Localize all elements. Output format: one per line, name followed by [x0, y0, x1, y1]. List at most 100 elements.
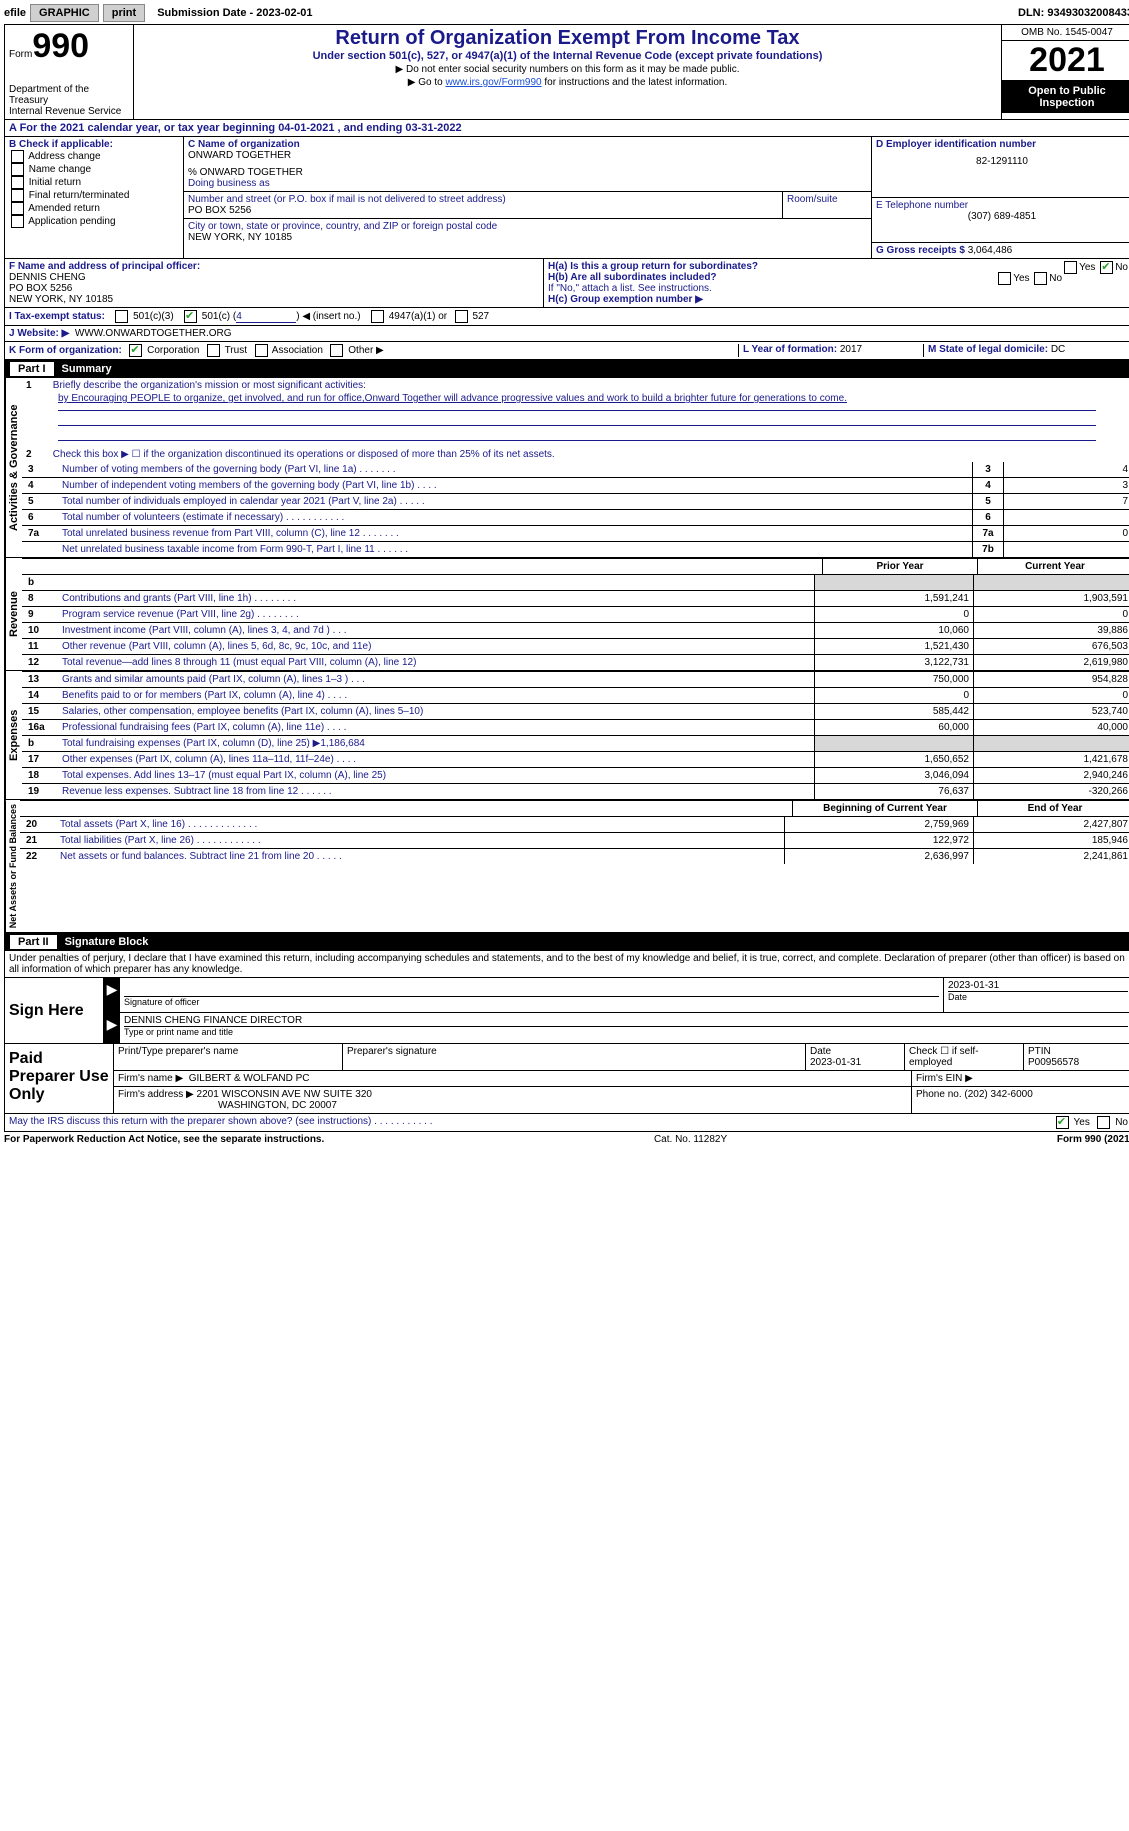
discuss-yes: Yes [1074, 1117, 1090, 1128]
firm-ein-label: Firm's EIN ▶ [912, 1071, 1129, 1086]
summary-line: 5Total number of individuals employed in… [22, 493, 1129, 509]
ha-no-chk[interactable] [1100, 261, 1113, 274]
room-label: Room/suite [787, 194, 838, 205]
chk-other[interactable] [330, 344, 343, 357]
city-value: NEW YORK, NY 10185 [188, 232, 867, 243]
city-label: City or town, state or province, country… [188, 221, 867, 232]
graphic-button[interactable]: GRAPHIC [30, 4, 99, 22]
firm-addr2: WASHINGTON, DC 20007 [218, 1100, 337, 1111]
revenue-lines: b8Contributions and grants (Part VIII, l… [22, 574, 1129, 670]
dln-label: DLN: 93493032008433 [1018, 7, 1129, 19]
current-year-hdr: Current Year [977, 559, 1129, 574]
chk-trust[interactable] [207, 344, 220, 357]
footer-mid: Cat. No. 11282Y [324, 1134, 1057, 1145]
sign-fields: ▶ Signature of officer 2023-01-31 Date ▶… [104, 978, 1129, 1043]
chk-initial-return[interactable]: Initial return [9, 176, 179, 189]
prep-date-label: Date [810, 1046, 831, 1057]
org-name: ONWARD TOGETHER [188, 150, 867, 161]
prep-line2: Firm's name ▶ GILBERT & WOLFAND PC Firm'… [114, 1071, 1129, 1087]
form990-link[interactable]: www.irs.gov/Form990 [445, 77, 541, 88]
mission-text: by Encouraging PEOPLE to organize, get i… [22, 393, 1129, 406]
discuss-yes-chk[interactable] [1056, 1116, 1069, 1129]
firm-phone-label: Phone no. [916, 1089, 962, 1100]
chk-4947[interactable] [371, 310, 384, 323]
form-num: 990 [32, 27, 89, 65]
firm-addr-label: Firm's address ▶ [118, 1089, 194, 1100]
room-suite-label: Room/suite [783, 192, 871, 218]
chk-501c[interactable] [184, 310, 197, 323]
year-value: 2017 [840, 344, 862, 355]
officer-name: DENNIS CHENG [9, 272, 539, 283]
expenses-section: Expenses 13Grants and similar amounts pa… [4, 671, 1129, 800]
header-middle: Return of Organization Exempt From Incom… [134, 25, 1001, 119]
data-line: 12Total revenue—add lines 8 through 11 (… [22, 654, 1129, 670]
chk-501c3[interactable] [115, 310, 128, 323]
chk-amended-return[interactable]: Amended return [9, 202, 179, 215]
principal-officer: F Name and address of principal officer:… [5, 259, 544, 307]
top-bar: efile GRAPHIC print Submission Date - 20… [4, 4, 1129, 22]
prep-date-value: 2023-01-31 [810, 1057, 861, 1068]
chk-corp[interactable] [129, 344, 142, 357]
state-label: M State of legal domicile: [928, 344, 1048, 355]
col-c-org-info: C Name of organization ONWARD TOGETHER %… [184, 137, 872, 258]
hc-label: H(c) Group exemption number ▶ [548, 294, 1128, 305]
open-inspection: Open to Public Inspection [1002, 81, 1129, 113]
ha-yes-chk[interactable] [1064, 261, 1077, 274]
net-lines: 20Total assets (Part X, line 16) . . . .… [20, 816, 1129, 864]
preparer-label: Paid Preparer Use Only [5, 1044, 114, 1113]
hb-row: H(b) Are all subordinates included? Yes … [548, 272, 1128, 283]
part1-label: Part I [10, 362, 54, 376]
hb-no-chk[interactable] [1034, 272, 1047, 285]
tab-expenses: Expenses [5, 671, 22, 799]
firm-name-label: Firm's name ▶ [118, 1073, 183, 1084]
year-formation: L Year of formation: 2017 [738, 344, 923, 357]
data-line: 13Grants and similar amounts paid (Part … [22, 671, 1129, 687]
data-line: 21Total liabilities (Part X, line 26) . … [20, 832, 1129, 848]
discuss-no-chk[interactable] [1097, 1116, 1110, 1129]
data-line: 20Total assets (Part X, line 16) . . . .… [20, 816, 1129, 832]
form-word: Form [9, 49, 32, 60]
chk-name-change[interactable]: Name change [9, 163, 179, 176]
prep-line3: Firm's address ▶ 2201 WISCONSIN AVE NW S… [114, 1087, 1129, 1113]
goto-prefix: ▶ Go to [408, 77, 446, 88]
revenue-section: Revenue Prior Year Current Year b8Contri… [4, 558, 1129, 671]
print-button[interactable]: print [103, 4, 145, 22]
chk-address-change[interactable]: Address change [9, 150, 179, 163]
ha-label: H(a) Is this a group return for subordin… [548, 261, 758, 272]
gross-value: 3,064,486 [968, 245, 1013, 256]
name-title-row: ▶ DENNIS CHENG FINANCE DIRECTOR Type or … [104, 1013, 1129, 1043]
state-domicile: M State of legal domicile: DC [923, 344, 1128, 357]
no-label2: No [1049, 273, 1062, 284]
data-line: 15Salaries, other compensation, employee… [22, 703, 1129, 719]
data-line: 10Investment income (Part VIII, column (… [22, 622, 1129, 638]
row-klm: K Form of organization: Corporation Trus… [4, 342, 1129, 360]
firm-name-cell: Firm's name ▶ GILBERT & WOLFAND PC [114, 1071, 912, 1086]
tax-status-label: I Tax-exempt status: [9, 311, 105, 322]
summary-line: Net unrelated business taxable income fr… [22, 541, 1129, 557]
data-line: 17Other expenses (Part IX, column (A), l… [22, 751, 1129, 767]
tax-year: 2021 [1002, 41, 1129, 81]
header-line2: ▶ Go to www.irs.gov/Form990 for instruct… [140, 77, 995, 88]
tab-revenue: Revenue [5, 558, 22, 670]
form-subtitle: Under section 501(c), 527, or 4947(a)(1)… [140, 50, 995, 62]
hb-yes-chk[interactable] [998, 272, 1011, 285]
discuss-text: May the IRS discuss this return with the… [9, 1116, 1054, 1129]
chk-application-pending[interactable]: Application pending [9, 215, 179, 228]
data-line: 18Total expenses. Add lines 13–17 (must … [22, 767, 1129, 783]
501c3-label: 501(c)(3) [133, 311, 174, 322]
data-line: 19Revenue less expenses. Subtract line 1… [22, 783, 1129, 799]
tab-activities: Activities & Governance [5, 378, 22, 557]
firm-addr1: 2201 WISCONSIN AVE NW SUITE 320 [197, 1089, 372, 1100]
officer-addr1: PO BOX 5256 [9, 283, 539, 294]
chk-527[interactable] [455, 310, 468, 323]
data-line: 22Net assets or fund balances. Subtract … [20, 848, 1129, 864]
footer-left: For Paperwork Reduction Act Notice, see … [4, 1134, 324, 1145]
arrow-icon: ▶ [104, 978, 120, 1012]
preparer-body: Print/Type preparer's name Preparer's si… [114, 1044, 1129, 1113]
end-year-hdr: End of Year [977, 801, 1129, 816]
chk-assoc[interactable] [255, 344, 268, 357]
mission-label: Briefly describe the organization's miss… [53, 380, 366, 391]
line2-wrap: 2 Check this box ▶ ☐ if the organization… [22, 443, 1129, 462]
chk-final-return[interactable]: Final return/terminated [9, 189, 179, 202]
officer-addr2: NEW YORK, NY 10185 [9, 294, 539, 305]
